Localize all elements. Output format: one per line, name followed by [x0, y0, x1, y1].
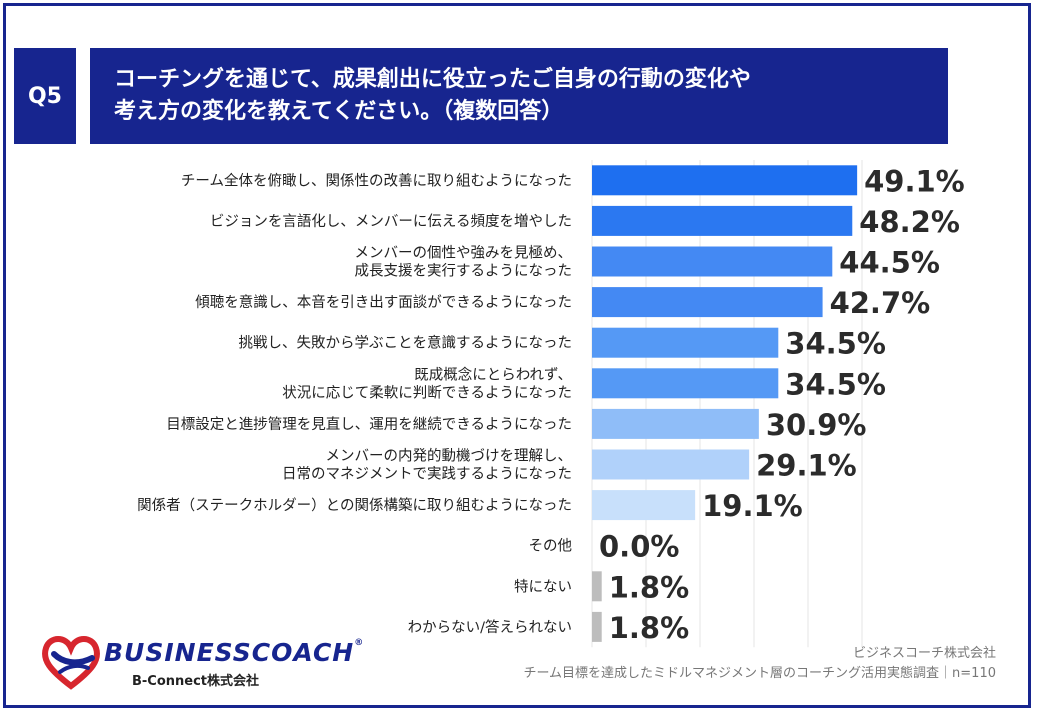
category-label: 特にない: [514, 578, 572, 595]
data-label: 1.8%: [609, 570, 689, 604]
data-label: 44.5%: [839, 246, 940, 280]
bar: [592, 611, 602, 642]
category-label: 既成概念にとらわれず、: [414, 365, 572, 383]
bar: [592, 368, 779, 399]
bar: [592, 408, 759, 439]
bar: [592, 246, 833, 277]
data-label: 1.8%: [609, 611, 689, 645]
logo-wordmark: BUSINESSCOACH®: [104, 638, 365, 667]
bar: [592, 571, 602, 602]
data-label: 49.1%: [864, 164, 965, 198]
question-number-badge: Q5: [14, 48, 76, 144]
category-label: チーム全体を俯瞰し、関係性の改善に取り組むようになった: [181, 171, 572, 189]
data-label: 30.9%: [766, 408, 867, 442]
category-label: メンバーの個性や強みを見極め、: [355, 245, 573, 262]
bar: [592, 327, 779, 358]
bar: [592, 449, 750, 480]
source-survey: チーム目標を達成したミドルマネジメント層のコーチング活用実態調査｜n=110: [523, 666, 996, 681]
data-label: 0.0%: [599, 530, 679, 564]
category-label: 目標設定と進捗管理を見直し、運用を継続できるようになった: [166, 416, 572, 433]
data-label: 19.1%: [702, 489, 803, 523]
category-label: 成長支援を実行するようになった: [355, 263, 573, 280]
logo-subtitle: B-Connect株式会社: [132, 674, 260, 689]
heart-logo-icon: [42, 636, 100, 690]
category-label: 状況に応じて柔軟に判断できるようになった: [282, 384, 572, 401]
source-company: ビジネスコーチ株式会社: [852, 646, 996, 661]
bar: [592, 205, 853, 236]
bar: [592, 287, 823, 318]
data-label: 42.7%: [830, 286, 931, 320]
data-label: 29.1%: [756, 449, 857, 483]
outer-frame: [3, 3, 1031, 708]
category-label: その他: [529, 538, 573, 555]
data-label: 34.5%: [785, 367, 886, 401]
data-label: 48.2%: [859, 205, 960, 239]
source-note: ビジネスコーチ株式会社 チーム目標を達成したミドルマネジメント層のコーチング活用…: [523, 644, 996, 684]
bar: [592, 165, 858, 196]
category-label: 日常のマネジメントで実践するようになった: [282, 466, 572, 483]
company-logo: BUSINESSCOACH® B-Connect株式会社: [40, 632, 363, 692]
question-title-line-2: 考え方の変化を教えてください。（複数回答）: [114, 99, 564, 124]
question-title: コーチングを通じて、成果創出に役立ったご自身の行動の変化や 考え方の変化を教えて…: [90, 48, 948, 144]
category-label: 傾聴を意識し、本音を引き出す面談ができるようになった: [195, 293, 572, 311]
question-title-line-1: コーチングを通じて、成果創出に役立ったご自身の行動の変化や: [114, 67, 751, 92]
bar: [592, 490, 696, 521]
category-label: わからない/答えられない: [408, 619, 572, 636]
data-label: 34.5%: [785, 327, 886, 361]
category-label: メンバーの内発的動機づけを理解し、: [326, 448, 573, 465]
category-label: 挑戦し、失敗から学ぶことを意識するようになった: [239, 334, 573, 352]
category-label: 関係者（ステークホルダー）との関係構築に取り組むようになった: [137, 496, 572, 514]
category-label: ビジョンを言語化し、メンバーに伝える頻度を増やした: [210, 213, 572, 230]
